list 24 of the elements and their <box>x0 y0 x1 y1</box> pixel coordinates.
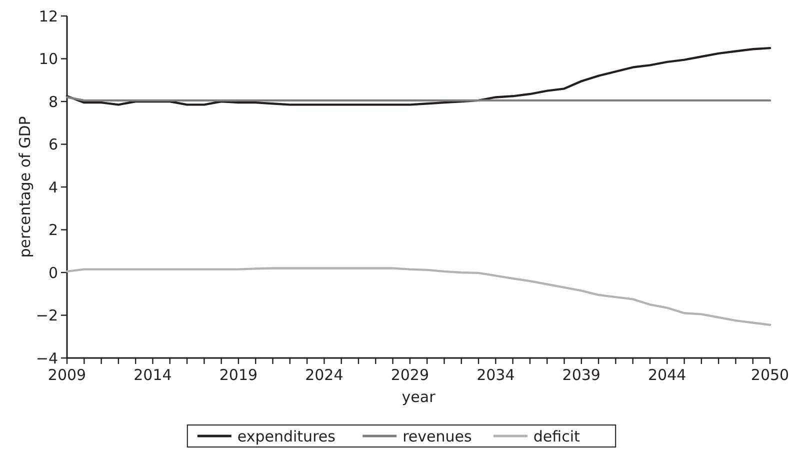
x-tick-label: 2029 <box>390 366 430 384</box>
x-tick-label: 2009 <box>48 366 86 384</box>
y-axis-title: percentage of GDP <box>16 116 34 258</box>
y-tick-label: 8 <box>48 92 58 111</box>
y-tick-label: 12 <box>38 7 58 26</box>
y-tick-label: 2 <box>48 221 58 239</box>
y-tick-label: 0 <box>48 264 58 282</box>
y-tick-label: −2 <box>36 306 58 324</box>
y-tick-label: 10 <box>38 50 58 68</box>
x-tick-label: 2024 <box>305 366 344 384</box>
x-axis-title: year <box>402 388 436 406</box>
x-tick-label: 2019 <box>219 366 258 384</box>
x-tick-label: 2044 <box>648 366 686 384</box>
y-tick-label: 4 <box>48 178 58 196</box>
y-tick-label: −4 <box>36 349 58 368</box>
x-tick-label: 2050 <box>750 366 790 384</box>
legend-label: expenditures <box>237 427 336 446</box>
y-tick-label: 6 <box>48 136 58 154</box>
line-series <box>66 267 772 326</box>
legend-label: revenues <box>402 427 472 446</box>
legend-label: deficit <box>533 427 580 446</box>
x-tick-label: 2034 <box>476 366 515 384</box>
x-tick-label: 2039 <box>562 366 600 384</box>
x-tick-label: 2014 <box>134 366 172 384</box>
